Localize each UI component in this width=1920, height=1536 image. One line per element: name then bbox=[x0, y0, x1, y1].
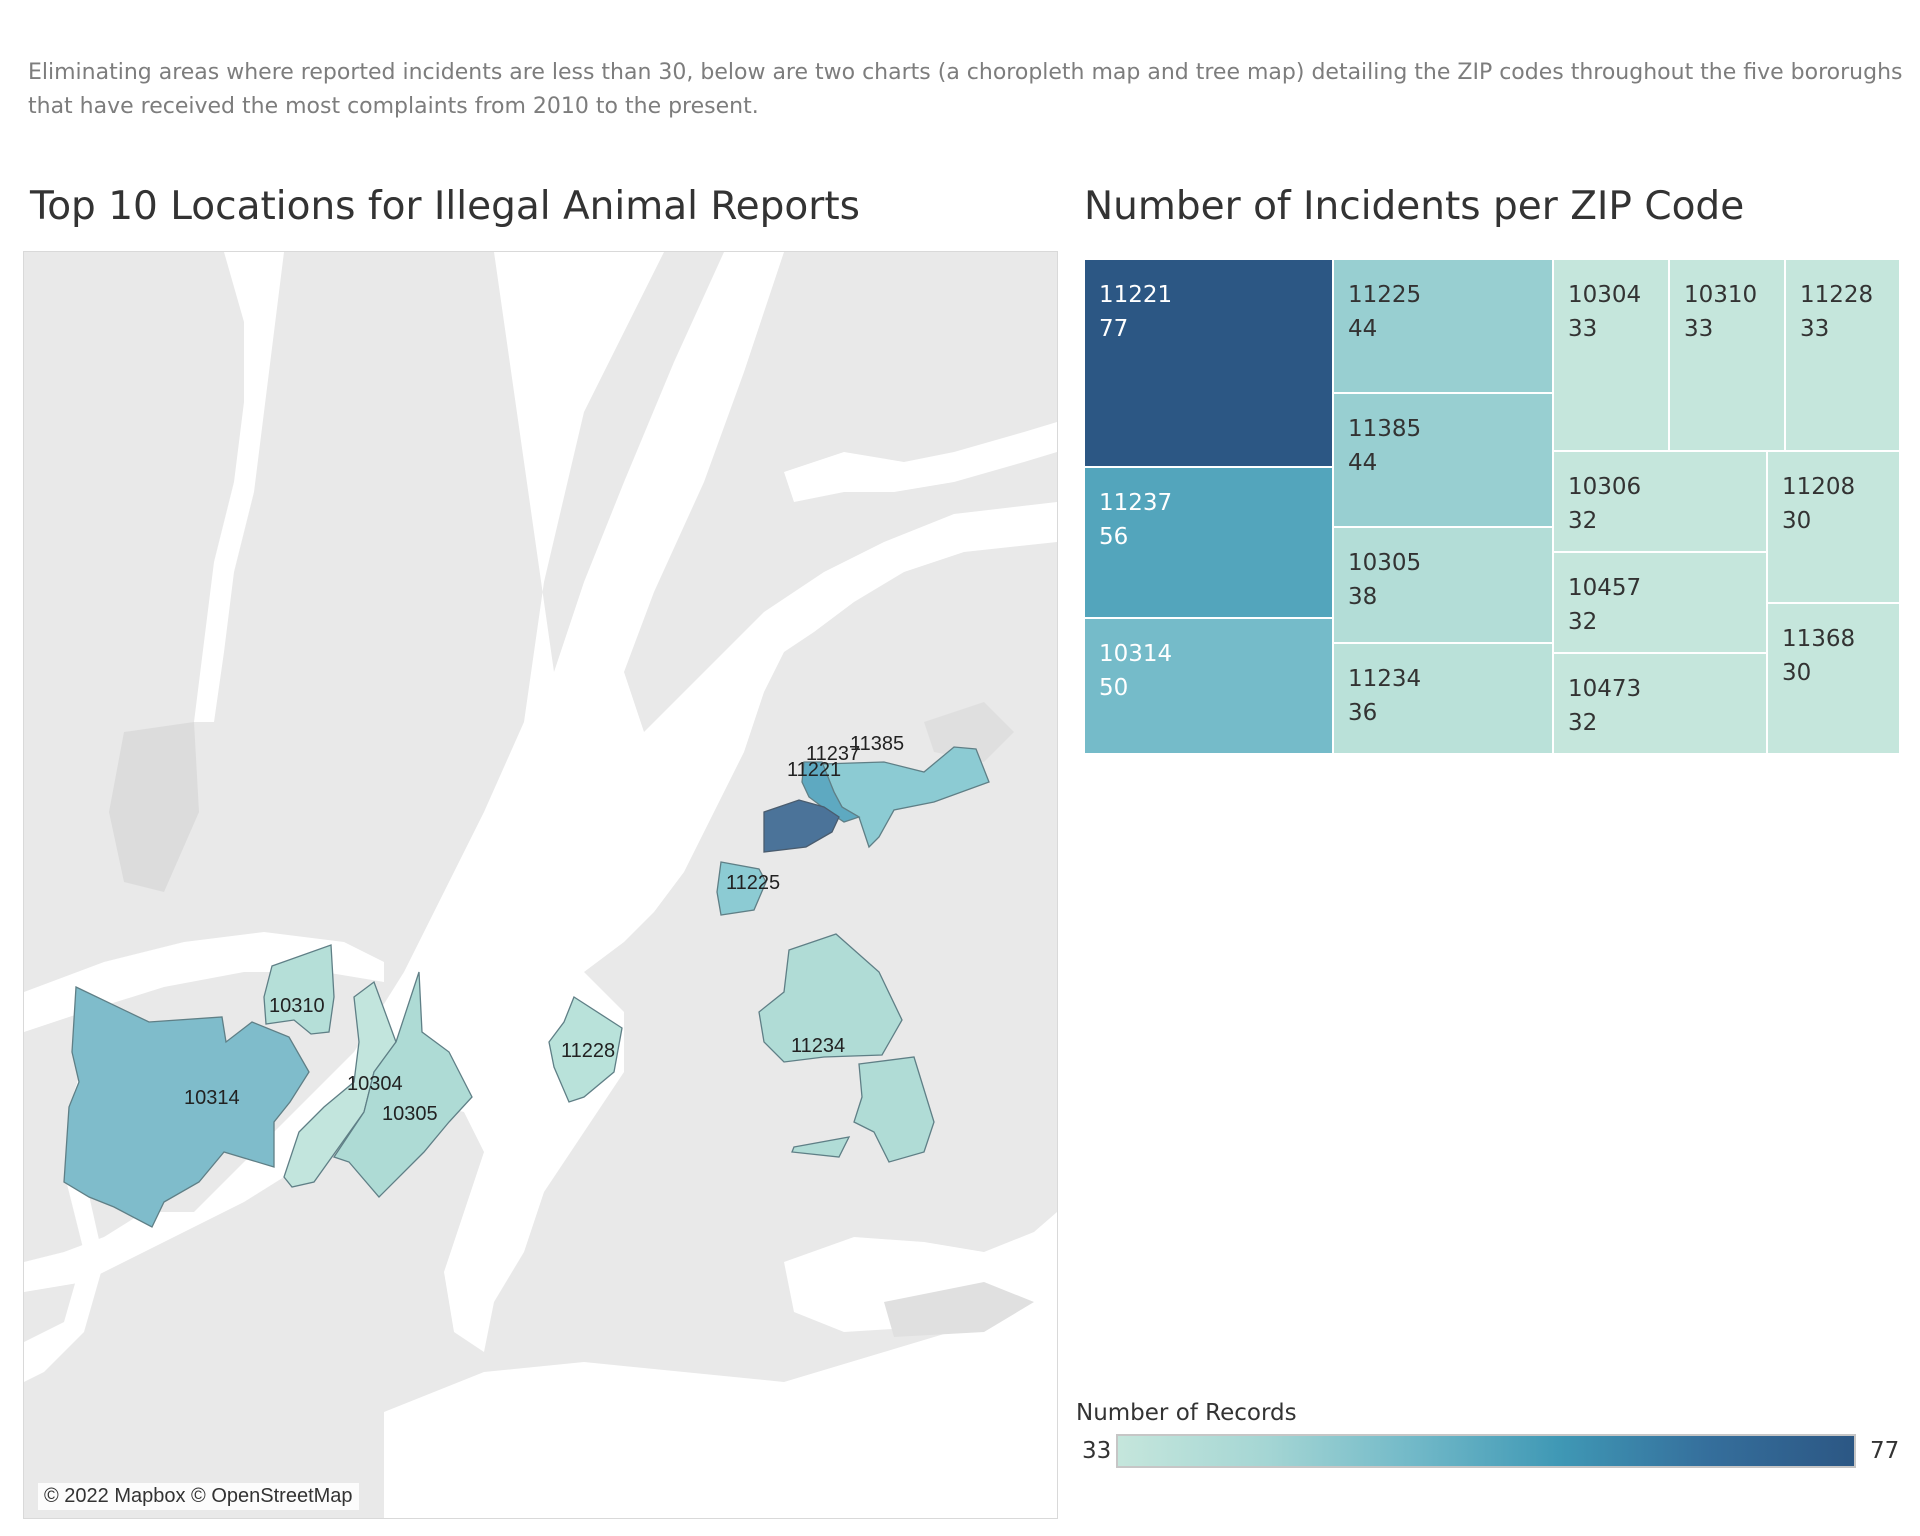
treemap-tile-11225[interactable]: 11225 44 bbox=[1333, 259, 1553, 393]
treemap-tile-zip: 10310 bbox=[1684, 282, 1758, 308]
treemap-tile-value: 30 bbox=[1782, 660, 1812, 686]
treemap-tile-zip: 10457 bbox=[1568, 575, 1642, 601]
zip-label-10305: 10305 bbox=[382, 1103, 438, 1125]
choropleth-map[interactable]: 10314 10310 10304 10305 11228 11234 1122… bbox=[23, 251, 1058, 1519]
treemap-tile-11228[interactable]: 11228 33 bbox=[1785, 259, 1900, 451]
zip-label-10314: 10314 bbox=[184, 1087, 240, 1109]
treemap-tile-zip: 10314 bbox=[1099, 641, 1173, 667]
treemap-tile-value: 44 bbox=[1348, 450, 1378, 476]
treemap-tile-zip: 11225 bbox=[1348, 282, 1422, 308]
treemap-tile-zip: 10473 bbox=[1568, 676, 1642, 702]
zip-region-10310[interactable] bbox=[263, 944, 335, 1035]
treemap-tile-value: 33 bbox=[1684, 316, 1714, 342]
treemap-tile-11221[interactable]: 11221 77 bbox=[1084, 259, 1333, 467]
treemap-tile-zip: 10305 bbox=[1348, 550, 1422, 576]
zip-label-11228: 11228 bbox=[561, 1040, 615, 1062]
treemap-tile-value: 77 bbox=[1099, 316, 1129, 342]
treemap-tile-11385[interactable]: 11385 44 bbox=[1333, 393, 1553, 527]
water-hudson-north bbox=[194, 252, 284, 722]
treemap-tile-10310[interactable]: 10310 33 bbox=[1669, 259, 1785, 451]
zip-region-10314[interactable] bbox=[63, 985, 310, 1228]
zip-region-11234[interactable] bbox=[758, 933, 935, 1163]
treemap-tile-value: 30 bbox=[1782, 508, 1812, 534]
treemap-tile-value: 33 bbox=[1800, 316, 1830, 342]
treemap-tile-value: 50 bbox=[1099, 675, 1129, 701]
treemap-tile-zip: 11368 bbox=[1782, 626, 1856, 652]
zip-region-11225[interactable] bbox=[716, 861, 767, 916]
treemap-tile-value: 32 bbox=[1568, 508, 1598, 534]
zip-region-11221[interactable] bbox=[763, 799, 840, 853]
land-patch bbox=[924, 702, 1014, 762]
treemap-tile-zip: 10306 bbox=[1568, 474, 1642, 500]
treemap-tile-value: 32 bbox=[1568, 710, 1598, 736]
treemap-tile-10473[interactable]: 10473 32 bbox=[1553, 653, 1767, 754]
water-kill-van-kull bbox=[24, 932, 384, 1032]
zip-label-11237: 11237 bbox=[806, 743, 860, 765]
treemap-tile-value: 38 bbox=[1348, 584, 1378, 610]
water-harbor bbox=[24, 252, 1057, 1292]
treemap-tile-11237[interactable]: 11237 56 bbox=[1084, 467, 1333, 618]
zip-region-10305[interactable] bbox=[332, 971, 473, 1198]
water-east-river-north bbox=[784, 422, 1057, 502]
treemap-tile-10314[interactable]: 10314 50 bbox=[1084, 618, 1333, 754]
zip-region-11237[interactable] bbox=[801, 761, 861, 823]
zip-label-11385: 11385 bbox=[850, 733, 904, 755]
zip-label-10310: 10310 bbox=[269, 995, 325, 1017]
legend-max-label: 77 bbox=[1870, 1438, 1900, 1464]
treemap-tile-zip: 11237 bbox=[1099, 490, 1173, 516]
zip-region-11228[interactable] bbox=[548, 996, 623, 1103]
zip-label-11225: 11225 bbox=[726, 872, 780, 894]
zip-labels: 10314 10310 10304 10305 11228 11234 1122… bbox=[184, 733, 904, 1125]
treemap-tile-value: 32 bbox=[1568, 609, 1598, 635]
land-patch bbox=[109, 722, 199, 892]
treemap-tile-value: 33 bbox=[1568, 316, 1598, 342]
water-lower-bay bbox=[384, 1292, 1057, 1518]
treemap-tile-value: 44 bbox=[1348, 316, 1378, 342]
treemap-tile-zip: 11208 bbox=[1782, 474, 1856, 500]
zip-label-11221: 11221 bbox=[787, 759, 841, 781]
treemap-tile-zip: 11221 bbox=[1099, 282, 1173, 308]
intro-text: Eliminating areas where reported inciden… bbox=[28, 60, 1903, 119]
treemap-tile-zip: 11385 bbox=[1348, 416, 1422, 442]
color-legend: Number of Records 33 77 bbox=[1076, 1400, 1916, 1470]
treemap: 11221 77 11237 56 10314 50 11225 44 11385 44 10305… bbox=[1084, 259, 1900, 754]
legend-title: Number of Records bbox=[1076, 1400, 1297, 1426]
zip-regions[interactable] bbox=[63, 746, 990, 1228]
map-attribution[interactable]: © 2022 Mapbox © OpenStreetMap bbox=[38, 1483, 359, 1510]
treemap-tile-10304[interactable]: 10304 33 bbox=[1553, 259, 1669, 451]
treemap-tile-zip: 11228 bbox=[1800, 282, 1874, 308]
map-title: Top 10 Locations for Illegal Animal Repo… bbox=[30, 184, 860, 229]
zip-label-11234: 11234 bbox=[791, 1035, 845, 1057]
treemap-tile-zip: 10304 bbox=[1568, 282, 1642, 308]
treemap-tile-11208[interactable]: 11208 30 bbox=[1767, 451, 1900, 603]
land-patch bbox=[884, 1282, 1034, 1337]
treemap-tile-value: 56 bbox=[1099, 524, 1129, 550]
legend-min-label: 33 bbox=[1082, 1438, 1112, 1464]
treemap-tile-10306[interactable]: 10306 32 bbox=[1553, 451, 1767, 552]
treemap-tile-value: 36 bbox=[1348, 700, 1378, 726]
legend-color-bar bbox=[1116, 1434, 1856, 1468]
basemap bbox=[24, 252, 1057, 1518]
treemap-title: Number of Incidents per ZIP Code bbox=[1084, 184, 1745, 229]
map-canvas[interactable]: 10314 10310 10304 10305 11228 11234 1122… bbox=[24, 252, 1057, 1518]
treemap-tile-zip: 11234 bbox=[1348, 666, 1422, 692]
treemap-tile-10305[interactable]: 10305 38 bbox=[1333, 527, 1553, 643]
zip-label-10304: 10304 bbox=[347, 1073, 403, 1095]
treemap-tile-11234[interactable]: 11234 36 bbox=[1333, 643, 1553, 754]
treemap-tile-11368[interactable]: 11368 30 bbox=[1767, 603, 1900, 754]
treemap-tile-10457[interactable]: 10457 32 bbox=[1553, 552, 1767, 653]
